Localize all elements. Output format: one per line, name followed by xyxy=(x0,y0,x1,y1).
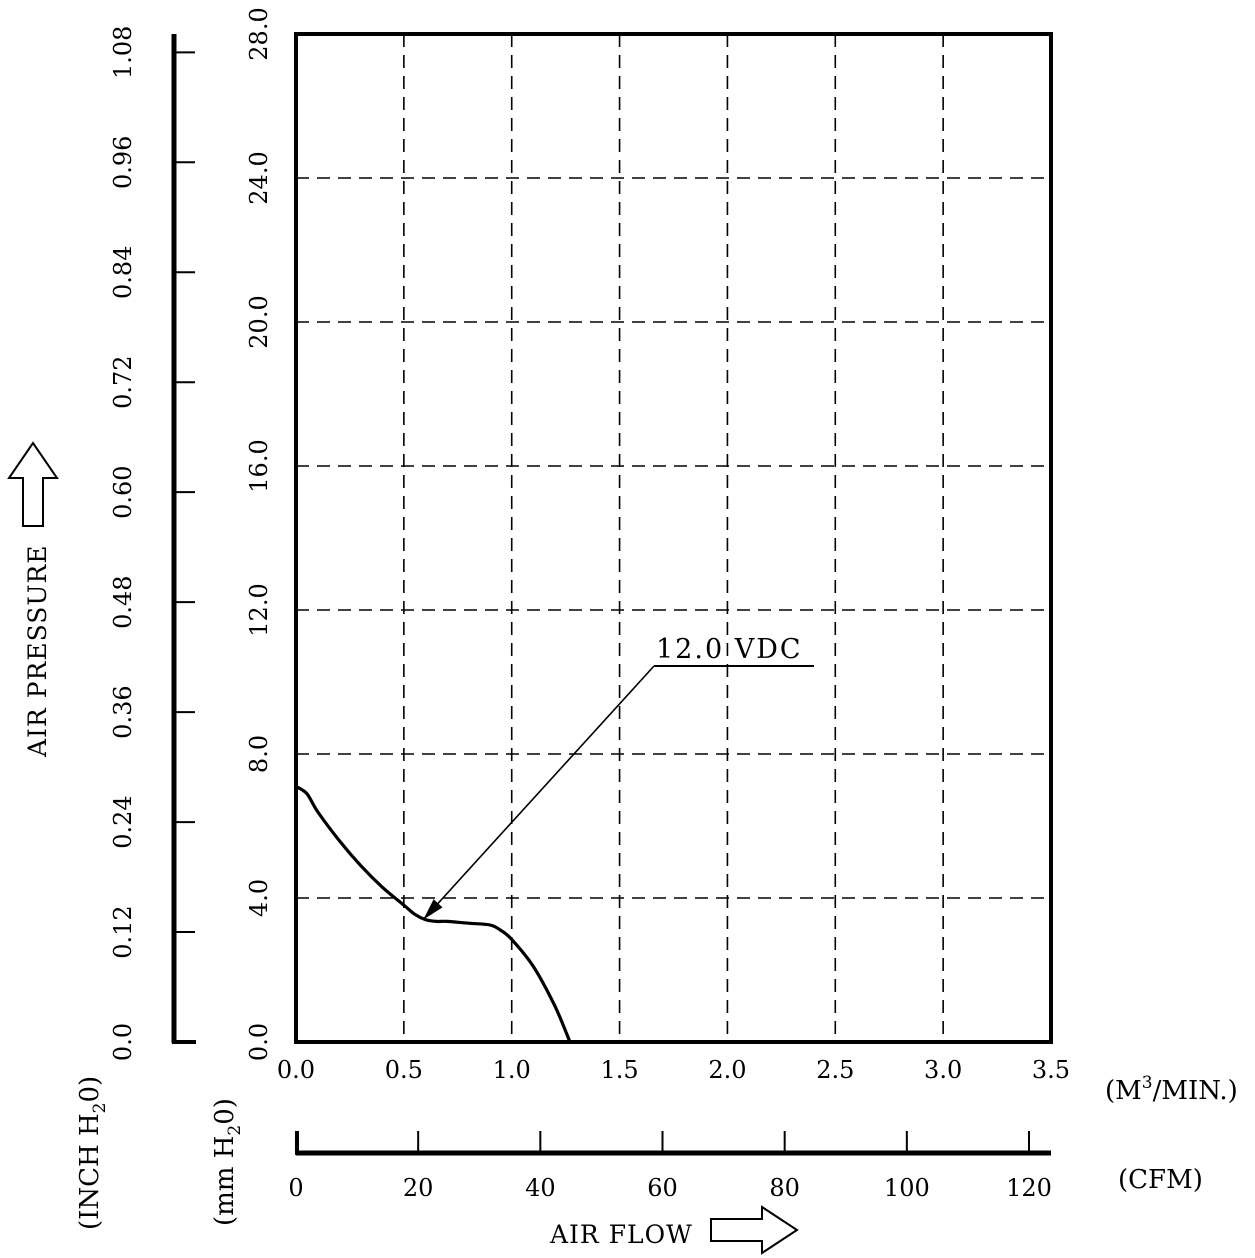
x-tick-label: 3.5 xyxy=(1032,1056,1070,1084)
cfm-tick-label: 80 xyxy=(769,1174,800,1202)
inch-unit-sub: 2 xyxy=(90,1103,110,1114)
cfm-unit-label: (CFM) xyxy=(1118,1165,1203,1195)
up-arrow-icon xyxy=(7,441,59,527)
inch-tick-label: 0.12 xyxy=(109,905,137,958)
annotation-label: 12.0 VDC xyxy=(656,634,803,665)
y-axis-title: AIR PRESSURE xyxy=(23,544,52,758)
y-tick-label: 20.0 xyxy=(245,295,273,348)
mm-unit-label: (mm H20) xyxy=(210,1098,245,1226)
cfm-tick-label: 40 xyxy=(525,1174,556,1202)
cfm-axis xyxy=(295,1131,1051,1156)
inch-tick-label: 0.36 xyxy=(109,685,137,738)
mm-unit-main: (mm H xyxy=(210,1136,240,1226)
mm-unit-tail: 0) xyxy=(210,1098,240,1125)
series-annotation: 12.0 VDC xyxy=(422,634,814,921)
inch-tick-label: 0.24 xyxy=(109,795,137,848)
x-axis-title: AIR FLOW xyxy=(549,1220,693,1249)
series-line-12vdc xyxy=(294,784,572,1044)
cfm-tick-label: 0 xyxy=(288,1174,303,1202)
cfm-tick-label: 100 xyxy=(884,1174,930,1202)
x-unit-tail: /MIN.) xyxy=(1153,1076,1238,1106)
annotation-leader-line xyxy=(422,665,655,921)
inch-tick-labels: 0.0 0.12 0.24 0.36 0.48 0.60 0.72 0.84 0.96 1.08 xyxy=(109,26,137,1061)
y-tick-label: 12.0 xyxy=(245,583,273,636)
grid-lines xyxy=(296,34,1051,1042)
annotation-arrowhead xyxy=(423,899,443,920)
x-tick-labels: 0.0 0.5 1.0 1.5 2.0 2.5 3.0 3.5 xyxy=(277,1056,1070,1084)
inch-tick-label: 0.96 xyxy=(109,136,137,189)
x-tick-label: 3.0 xyxy=(924,1056,962,1084)
inch-tick-label: 1.08 xyxy=(109,26,137,79)
cfm-tick-labels: 0 20 40 60 80 100 120 xyxy=(288,1174,1052,1202)
inch-tick-label: 0.0 xyxy=(109,1023,137,1061)
y-tick-label: 0.0 xyxy=(245,1023,273,1061)
x-tick-label: 1.5 xyxy=(600,1056,638,1084)
cfm-tick-label: 20 xyxy=(403,1174,434,1202)
x-tick-label: 2.0 xyxy=(708,1056,746,1084)
mm-unit-sub: 2 xyxy=(225,1125,245,1136)
y-tick-label: 28.0 xyxy=(245,7,273,60)
y-tick-label: 24.0 xyxy=(245,151,273,204)
cfm-tick-label: 60 xyxy=(647,1174,678,1202)
inch-tick-label: 0.60 xyxy=(109,465,137,518)
y-tick-label: 4.0 xyxy=(245,879,273,917)
x-unit-sup: 3 xyxy=(1142,1073,1153,1093)
x-unit-label: (M3/MIN.) xyxy=(1105,1073,1238,1106)
y-tick-label: 8.0 xyxy=(245,735,273,773)
plot-frame xyxy=(294,32,1053,1044)
cfm-tick-label: 120 xyxy=(1006,1174,1052,1202)
inch-unit-main: (INCH H xyxy=(75,1113,105,1230)
x-tick-label: 0.0 xyxy=(277,1056,315,1084)
y-tick-label: 16.0 xyxy=(245,439,273,492)
inch-tick-label: 0.48 xyxy=(109,575,137,628)
right-arrow-icon xyxy=(710,1205,799,1255)
inch-unit-label: (INCH H20) xyxy=(75,1076,110,1230)
inch-h2o-axis xyxy=(171,34,196,1044)
x-tick-label: 0.5 xyxy=(385,1056,423,1084)
inch-tick-label: 0.84 xyxy=(109,246,137,299)
y-tick-labels: 0.0 4.0 8.0 12.0 16.0 20.0 24.0 28.0 xyxy=(245,7,273,1061)
x-unit-main: (M xyxy=(1105,1076,1142,1106)
x-tick-label: 2.5 xyxy=(816,1056,854,1084)
x-tick-label: 1.0 xyxy=(493,1056,531,1084)
inch-unit-tail: 0) xyxy=(75,1076,105,1103)
inch-tick-label: 0.72 xyxy=(109,355,137,408)
